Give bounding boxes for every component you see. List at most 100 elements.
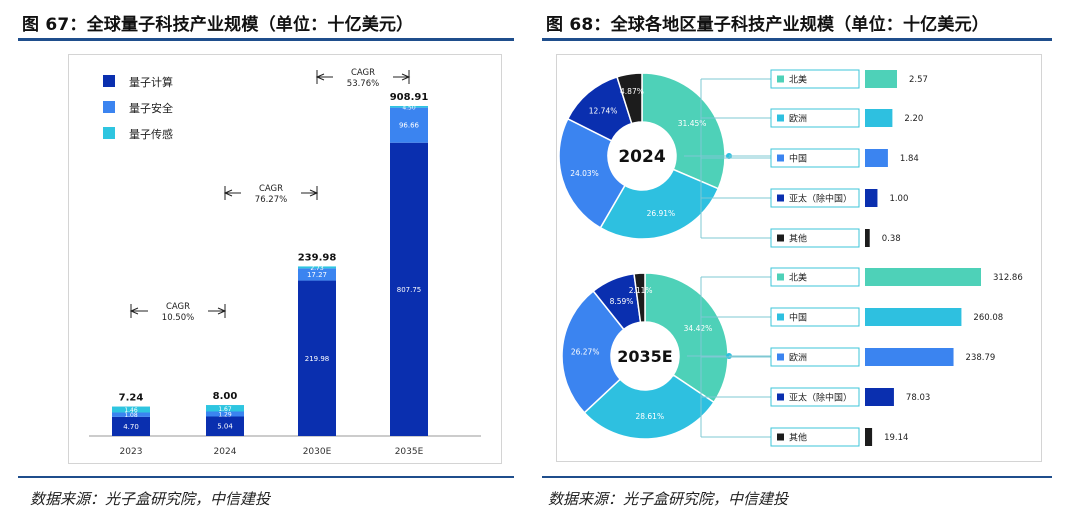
region-bar-0-2 [865, 149, 888, 167]
region-box-0-1 [770, 108, 860, 128]
bar-segment-1-1 [206, 411, 244, 417]
region-bar-0-4 [865, 229, 870, 247]
donut0-slice-1 [599, 168, 720, 240]
cagr-arrow-left-1 [223, 189, 233, 197]
region-value-0-0: 2.57 [909, 75, 928, 85]
region-swatch-0-4 [777, 234, 784, 242]
cagr-arrow-right-0 [217, 307, 227, 315]
cagr-label-2: CAGR [351, 68, 375, 78]
region-value-1-0: 312.86 [993, 273, 1023, 283]
x-tick-label-1: 2024 [214, 447, 237, 457]
region-value-0-2: 1.84 [900, 154, 919, 164]
region-value-1-3: 78.03 [906, 393, 930, 403]
bar-segment-1-2 [206, 405, 244, 412]
legend-label-0: 量子计算 [129, 75, 173, 89]
region-box-1-1 [770, 307, 860, 327]
bar-segment-2-0 [298, 280, 336, 436]
x-tick-label-2: 2030E [303, 447, 332, 457]
bar-segment-1-0 [206, 416, 244, 436]
donut1-slice-0 [644, 272, 729, 404]
bar-segment-0-2 [112, 406, 150, 413]
region-box-0-2 [770, 148, 860, 168]
donut0-slice-label-4: 4.87% [620, 87, 644, 96]
bar-value-label-3-0: 807.75 [397, 286, 422, 294]
region-bar-1-0 [865, 268, 981, 286]
donut0-center-label: 2024 [618, 147, 665, 167]
legend-swatch-0 [103, 75, 115, 87]
bar-value-label-2-2: 2.73 [310, 265, 324, 272]
legend-swatch-2 [103, 127, 115, 139]
region-label-1-1: 中国 [789, 312, 807, 324]
x-tick-label-3: 2035E [395, 447, 424, 457]
donut0-slice-label-2: 24.03% [570, 169, 599, 178]
region-swatch-0-1 [777, 114, 784, 122]
region-label-1-3: 亚太（除中国） [789, 392, 852, 404]
cagr-arrow-left-0 [129, 307, 139, 315]
bar-chart-panel: 量子计算 量子安全 量子传感 4.70 1.08 1.46 7.24 2023 5.04 1.29… [68, 54, 502, 464]
bar-value-label-3-1: 96.66 [399, 122, 420, 130]
donut1-slice-label-0: 34.42% [684, 324, 713, 333]
region-box-1-0 [770, 267, 860, 287]
region-bar-0-1 [865, 109, 893, 127]
region-bar-1-2 [865, 348, 954, 366]
region-box-0-4 [770, 228, 860, 248]
cagr-arrow-right-1 [309, 189, 319, 197]
region-chart-panel: 31.45% 26.91% 24.03% 12.74% 4.87% 2024 北美 2.57 欧… [556, 54, 1042, 462]
donut1-slice-2 [561, 290, 625, 414]
region-value-1-1: 260.08 [973, 313, 1003, 323]
region-box-0-0 [770, 69, 860, 89]
donut1-slice-label-2: 26.27% [571, 348, 600, 357]
bar-value-label-3-2: 4.50 [402, 104, 416, 111]
title-divider-right [542, 38, 1052, 41]
bar-value-label-0-1: 1.08 [124, 412, 138, 419]
bar-segment-3-2 [390, 106, 428, 108]
region-label-0-4: 其他 [789, 233, 807, 245]
cagr-label-0: CAGR [166, 302, 190, 312]
region-value-0-4: 0.38 [882, 234, 901, 244]
region-bar-0-0 [865, 70, 897, 88]
cagr-value-2: 53.76% [347, 79, 379, 89]
donut1-slice-label-4: 2.11% [629, 286, 653, 295]
region-label-1-4: 其他 [789, 432, 807, 444]
region-label-0-3: 亚太（除中国） [789, 193, 852, 205]
bar-total-label-2: 239.98 [298, 252, 337, 263]
cagr-value-0: 10.50% [162, 313, 194, 323]
region-value-0-3: 1.00 [889, 194, 908, 204]
region-value-0-1: 2.20 [904, 114, 923, 124]
legend-label-1: 量子安全 [129, 101, 173, 115]
bar-segment-2-2 [298, 266, 336, 269]
bar-value-label-0-0: 4.70 [123, 423, 139, 431]
cagr-value-1: 76.27% [255, 195, 287, 205]
figure-67-title: 图 67：全球量子科技产业规模（单位：十亿美元） [22, 15, 414, 35]
cagr-arrow-left-2 [315, 73, 325, 81]
region-swatch-1-0 [777, 273, 784, 281]
donut1-slice-1 [583, 373, 715, 440]
donut0-slice-label-0: 31.45% [678, 119, 707, 128]
region-label-0-1: 欧洲 [789, 113, 807, 125]
donut1-center-label: 2035E [617, 347, 672, 366]
cagr-arrow-right-2 [401, 73, 411, 81]
source-note-right: 数据来源：光子盒研究院，中信建投 [548, 490, 789, 508]
bar-segment-0-1 [112, 412, 150, 417]
region-box-1-4 [770, 427, 860, 447]
donut0-slice-label-1: 26.91% [647, 209, 676, 218]
region-label-1-0: 北美 [789, 272, 807, 284]
legend-swatch-1 [103, 101, 115, 113]
region-swatch-0-0 [777, 75, 784, 83]
donut0-slice-4 [616, 72, 643, 125]
title-divider-left [18, 38, 514, 41]
cagr-label-1: CAGR [259, 184, 283, 194]
donut1-slice-label-1: 28.61% [635, 412, 664, 421]
region-value-1-2: 238.79 [966, 353, 996, 363]
bar-value-label-1-1: 1.29 [218, 411, 232, 418]
footer-divider-right [542, 476, 1052, 478]
donut1-slice-label-3: 8.59% [610, 297, 634, 306]
region-donut-chart: 31.45% 26.91% 24.03% 12.74% 4.87% 2024 北美 2.57 欧… [558, 69, 1023, 447]
footer-divider-left [18, 476, 514, 478]
region-swatch-1-1 [777, 313, 784, 321]
region-swatch-0-3 [777, 194, 784, 202]
bar-total-label-0: 7.24 [119, 393, 144, 404]
